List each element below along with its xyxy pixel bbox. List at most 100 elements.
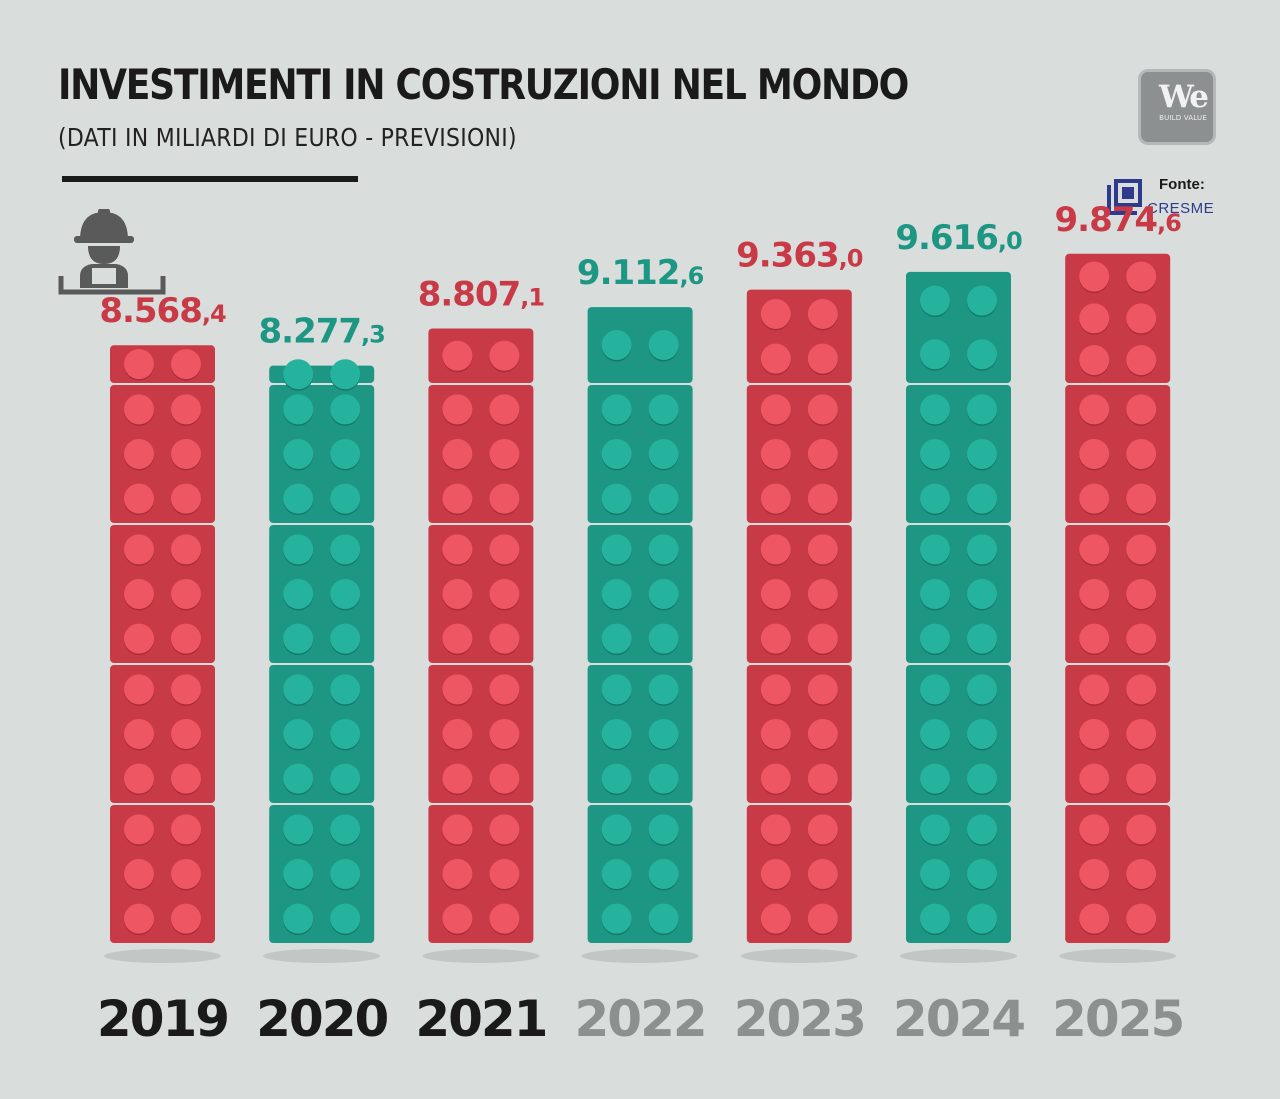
brick-stud xyxy=(760,814,791,845)
brick-stud xyxy=(601,394,632,425)
brick-stud xyxy=(760,763,791,794)
brick-stud xyxy=(648,579,679,609)
brick-stud xyxy=(442,394,473,425)
brick-stud xyxy=(1079,903,1110,934)
brick-stud xyxy=(967,285,997,316)
year-label-2023: 2023 xyxy=(734,990,865,1048)
brick-stud xyxy=(967,903,997,934)
brick-stud xyxy=(489,483,520,514)
brick-stud xyxy=(601,534,632,565)
year-label-2021: 2021 xyxy=(415,990,546,1048)
brick-stud xyxy=(442,623,473,654)
brick-stud xyxy=(283,534,314,565)
brick-stud xyxy=(330,719,361,749)
brick-stud xyxy=(1079,623,1110,654)
brick-stud xyxy=(601,623,632,654)
brick-stud xyxy=(601,483,632,514)
year-label-2020: 2020 xyxy=(256,990,387,1048)
brick-stud xyxy=(967,623,997,654)
brick-stud xyxy=(124,674,154,705)
brick-stud xyxy=(283,359,314,390)
brick-stud xyxy=(1079,763,1110,794)
brick-stud xyxy=(920,439,950,469)
brick-stud xyxy=(920,579,950,609)
bar-2024-brick xyxy=(906,271,1011,383)
brick-stud xyxy=(124,349,154,380)
brick-stud xyxy=(489,534,520,565)
brick-stud xyxy=(171,674,201,705)
source-name: CRESME xyxy=(1147,200,1215,217)
brick-stud xyxy=(489,439,520,469)
bar-shadow xyxy=(900,949,1017,963)
brick-stud xyxy=(760,674,791,705)
brick-stud xyxy=(171,763,201,794)
value-label-2021: 8.807,1 xyxy=(418,275,545,315)
brick-stud xyxy=(283,579,314,609)
brick-stud xyxy=(648,394,679,425)
brick-stud xyxy=(648,763,679,794)
brick-stud xyxy=(442,340,473,371)
brick-stud xyxy=(760,903,791,934)
year-label-2019: 2019 xyxy=(97,990,228,1048)
brick-stud xyxy=(601,859,632,889)
brick-stud xyxy=(171,903,201,934)
value-label-2025: 9.874,6 xyxy=(1055,200,1182,240)
brick-stud xyxy=(124,859,154,889)
brick-stud xyxy=(124,903,154,934)
brick-stud xyxy=(489,859,520,889)
bar-shadow xyxy=(1059,949,1177,963)
brick-stud xyxy=(1079,534,1110,565)
brick-stud xyxy=(330,394,361,425)
value-label-2020: 8.277,3 xyxy=(259,312,385,352)
construction-worker-icon xyxy=(58,209,166,295)
brick-stud xyxy=(601,903,632,934)
brick-stud xyxy=(807,298,838,329)
brick-stud xyxy=(1126,903,1157,934)
brick-stud xyxy=(760,343,791,374)
brick-stud xyxy=(601,719,632,749)
brick-stud xyxy=(920,674,950,705)
brick-stud xyxy=(283,903,314,934)
brick-stud xyxy=(1126,579,1157,609)
brick-stud xyxy=(330,859,361,889)
brick-stud xyxy=(1126,763,1157,794)
brick-stud xyxy=(171,439,201,469)
brick-stud xyxy=(967,534,997,565)
brick-stud xyxy=(807,859,838,889)
brick-stud xyxy=(330,483,361,514)
brick-stud xyxy=(648,534,679,565)
brick-stud xyxy=(283,674,314,705)
brick-stud xyxy=(283,623,314,654)
brick-stud xyxy=(171,349,201,380)
brick-stud xyxy=(442,814,473,845)
brick-stud xyxy=(1126,814,1157,845)
brick-stud xyxy=(1079,579,1110,609)
brick-stud xyxy=(1079,859,1110,889)
brick-stud xyxy=(807,814,838,845)
brick-stud xyxy=(330,814,361,845)
page-subtitle: (DATI IN MILIARDI DI EURO - PREVISIONI) xyxy=(58,123,517,152)
brick-stud xyxy=(489,579,520,609)
brick-stud xyxy=(124,719,154,749)
brick-stud xyxy=(760,394,791,425)
brick-stud xyxy=(1126,303,1157,334)
brick-stud xyxy=(648,439,679,469)
brick-stud xyxy=(442,859,473,889)
brick-stud xyxy=(442,763,473,794)
brick-stud xyxy=(489,623,520,654)
bar-2022-brick xyxy=(587,307,693,383)
brick-stud xyxy=(283,859,314,889)
brick-stud xyxy=(1126,394,1157,425)
brick-stud xyxy=(1126,345,1157,376)
brick-stud xyxy=(442,719,473,749)
brick-stud xyxy=(967,859,997,889)
brick-stud xyxy=(283,719,314,749)
brick-stud xyxy=(1126,859,1157,889)
brick-stud xyxy=(760,859,791,889)
bar-shadow xyxy=(581,949,699,963)
brick-stud xyxy=(1126,261,1157,292)
brick-stud xyxy=(442,534,473,565)
brick-stud xyxy=(283,394,314,425)
bar-2023-brick xyxy=(746,289,852,383)
brick-stud xyxy=(967,579,997,609)
